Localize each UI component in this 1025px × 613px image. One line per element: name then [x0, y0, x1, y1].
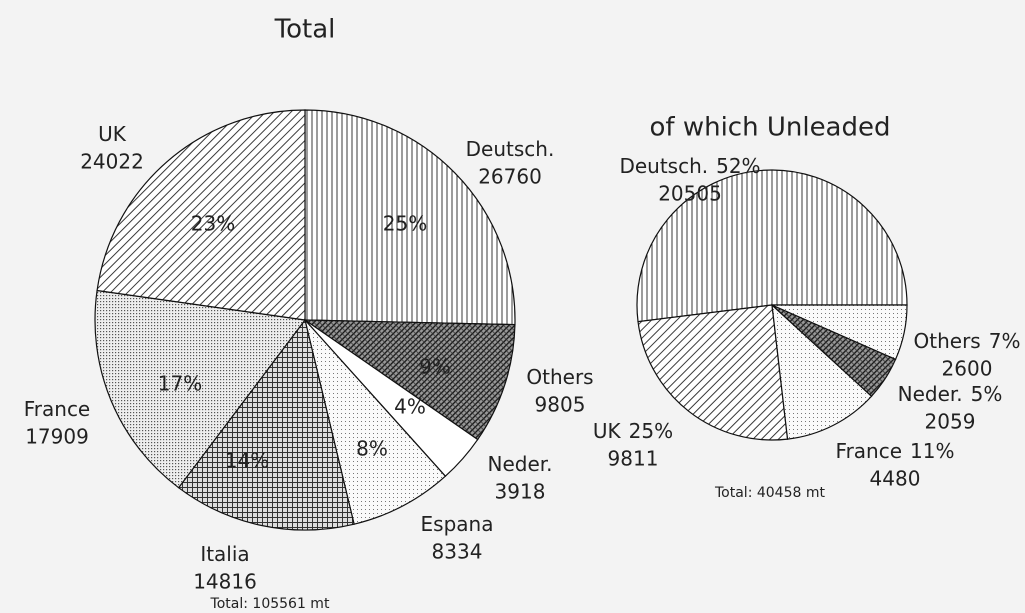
value-label: 14816 — [193, 570, 257, 594]
category-name: Deutsch. — [619, 154, 708, 178]
percent-label: 25% — [383, 212, 427, 236]
slice-label: Others 7% — [914, 329, 1021, 353]
category-name: France — [24, 397, 91, 421]
slice-label: Others — [526, 365, 593, 389]
slice-label: Deutsch. 52% — [619, 154, 760, 178]
pie-slice — [94, 289, 307, 489]
category-name: Neder. — [898, 382, 963, 406]
slice-label: France 11% — [836, 439, 955, 463]
percent-label: 8% — [356, 437, 388, 461]
percent-label: 17% — [158, 372, 202, 396]
value-label: 24022 — [80, 150, 144, 174]
slice-label: UK 25% — [593, 419, 673, 443]
value-label: 4480 — [870, 467, 921, 491]
category-name: UK — [593, 419, 622, 443]
value-label: 3918 — [495, 480, 546, 504]
percent-label: 7% — [989, 329, 1021, 353]
total-annotation: Total: 105561 mt — [210, 596, 330, 612]
category-name: Italia — [200, 542, 249, 566]
pie-slice — [304, 109, 516, 326]
slice-label: Neder. 5% — [898, 382, 1003, 406]
slice-label: Deutsch. — [466, 137, 555, 161]
slice-label: Italia — [200, 542, 249, 566]
category-name: Espana — [421, 512, 494, 536]
category-name: UK — [98, 122, 127, 146]
category-name: France — [836, 439, 903, 463]
value-label: 2059 — [925, 410, 976, 434]
percent-label: 4% — [394, 395, 426, 419]
value-label: 17909 — [25, 425, 89, 449]
pie-slice — [771, 303, 873, 440]
pie-slice — [177, 318, 355, 531]
pie-slice — [303, 319, 516, 441]
category-name: Others — [914, 329, 981, 353]
percent-label: 5% — [971, 382, 1003, 406]
value-label: 9805 — [535, 393, 586, 417]
category-name: Deutsch. — [466, 137, 555, 161]
pie-slice — [637, 304, 789, 441]
slice-label: UK — [98, 122, 127, 146]
pie-slice — [304, 319, 447, 525]
value-label: 26760 — [478, 165, 542, 189]
pie-slice — [636, 169, 908, 323]
chart-title: Total — [274, 15, 336, 45]
pie-slice — [96, 109, 306, 321]
percent-label: 25% — [629, 419, 673, 443]
value-label: 20505 — [658, 182, 722, 206]
percent-label: 9% — [419, 355, 451, 379]
pie-slice — [771, 304, 908, 361]
percent-label: 11% — [910, 439, 954, 463]
value-label: 8334 — [432, 540, 483, 564]
percent-label: 14% — [225, 449, 269, 473]
category-name: Others — [526, 365, 593, 389]
value-label: 2600 — [942, 357, 993, 381]
category-name: Neder. — [487, 452, 552, 476]
total-annotation: Total: 40458 mt — [714, 485, 825, 501]
percent-label: 52% — [716, 154, 760, 178]
slice-label: Espana — [421, 512, 494, 536]
chart-title: of which Unleaded — [650, 113, 891, 143]
value-label: 9811 — [608, 447, 659, 471]
percent-label: 23% — [191, 212, 235, 236]
slice-label: France — [24, 397, 91, 421]
slice-label: Neder. — [487, 452, 552, 476]
